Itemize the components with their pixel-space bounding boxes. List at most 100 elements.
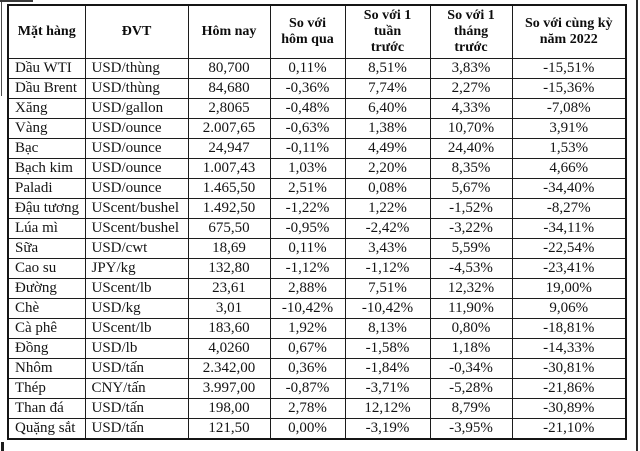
change-vs-month: -1,52%: [429, 198, 513, 219]
change-vs-month: 5,67%: [429, 178, 513, 199]
table-row: Dầu WTI USD/thùng 80,700 0,11% 8,51% 3,83% -15…: [7, 58, 627, 79]
today-value: 3,01: [187, 298, 271, 319]
change-vs-yesterday: 2,78%: [269, 398, 346, 419]
today-value: 1.465,50: [187, 178, 271, 199]
change-vs-month: 10,70%: [429, 118, 513, 139]
commodity-name: Bạc: [7, 138, 86, 159]
change-vs-2022: 4,66%: [511, 158, 627, 179]
change-vs-month: 2,27%: [429, 78, 513, 99]
table-row: Đường UScent/lb 23,61 2,88% 7,51% 12,32% 19,00…: [7, 278, 627, 299]
commodity-name: Xăng: [7, 98, 86, 119]
commodity-name: Cao su: [7, 258, 86, 279]
today-value: 3.997,00: [187, 378, 271, 399]
unit: USD/ounce: [84, 118, 189, 139]
unit: USD/thùng: [84, 58, 189, 79]
today-value: 84,680: [187, 78, 271, 99]
change-vs-week: 12,12%: [344, 398, 431, 419]
change-vs-2022: -34,40%: [511, 178, 627, 199]
screenshot-crop-mark-top: [0, 0, 33, 2]
change-vs-week: -10,42%: [344, 298, 431, 319]
table-row: Sữa USD/cwt 18,69 0,11% 3,43% 5,59% -22,54%: [7, 238, 627, 259]
today-value: 80,700: [187, 58, 271, 79]
table-row: Cà phê UScent/lb 183,60 1,92% 8,13% 0,80% -18,…: [7, 318, 627, 339]
commodity-name: Đường: [7, 278, 86, 299]
commodity-name: Quặng sắt: [7, 418, 86, 440]
table-row: Quặng sắt USD/tấn 121,50 0,00% -3,19% -3,95% -…: [7, 418, 627, 440]
commodity-name: Sữa: [7, 238, 86, 259]
today-value: 24,947: [187, 138, 271, 159]
change-vs-month: -4,53%: [429, 258, 513, 279]
screenshot-crop-mark-bottom: [1, 442, 4, 451]
commodity-name: Nhôm: [7, 358, 86, 379]
today-value: 4,0260: [187, 338, 271, 359]
change-vs-week: -2,42%: [344, 218, 431, 239]
today-value: 2.007,65: [187, 118, 271, 139]
change-vs-2022: -21,10%: [511, 418, 627, 440]
unit: USD/cwt: [84, 238, 189, 259]
change-vs-week: -1,58%: [344, 338, 431, 359]
today-value: 18,69: [187, 238, 271, 259]
change-vs-week: 1,22%: [344, 198, 431, 219]
today-value: 2,8065: [187, 98, 271, 119]
col-header-vs-month: So với 1 tháng trước: [429, 4, 513, 59]
change-vs-week: -3,19%: [344, 418, 431, 440]
table-row: Cao su JPY/kg 132,80 -1,12% -1,12% -4,53% -23,…: [7, 258, 627, 279]
col-header-vs-week: So với 1 tuần trước: [344, 4, 431, 59]
change-vs-2022: 9,06%: [511, 298, 627, 319]
change-vs-month: 12,32%: [429, 278, 513, 299]
unit: USD/thùng: [84, 78, 189, 99]
change-vs-yesterday: -0,87%: [269, 378, 346, 399]
header-row: Mặt hàng ĐVT Hôm nay So với hôm qua So v…: [7, 4, 627, 59]
unit: UScent/bushel: [84, 218, 189, 239]
table-row: Lúa mì UScent/bushel 675,50 -0,95% -2,42% -3,…: [7, 218, 627, 239]
table-row: Paladi USD/ounce 1.465,50 2,51% 0,08% 5,67% -3…: [7, 178, 627, 199]
change-vs-yesterday: 1,92%: [269, 318, 346, 339]
change-vs-2022: -15,51%: [511, 58, 627, 79]
today-value: 23,61: [187, 278, 271, 299]
change-vs-2022: -30,89%: [511, 398, 627, 419]
table-row: Xăng USD/gallon 2,8065 -0,48% 6,40% 4,33% -7,0…: [7, 98, 627, 119]
change-vs-2022: 19,00%: [511, 278, 627, 299]
change-vs-month: 5,59%: [429, 238, 513, 259]
unit: UScent/lb: [84, 318, 189, 339]
change-vs-yesterday: 0,00%: [269, 418, 346, 440]
change-vs-yesterday: 0,11%: [269, 58, 346, 79]
change-vs-yesterday: -10,42%: [269, 298, 346, 319]
change-vs-2022: -7,08%: [511, 98, 627, 119]
today-value: 121,50: [187, 418, 271, 440]
table-row: Chè USD/kg 3,01 -10,42% -10,42% 11,90% 9,06%: [7, 298, 627, 319]
unit: UScent/bushel: [84, 198, 189, 219]
table-row: Than đá USD/tấn 198,00 2,78% 12,12% 8,79% -30,…: [7, 398, 627, 419]
unit: USD/tấn: [84, 418, 189, 440]
unit: USD/gallon: [84, 98, 189, 119]
change-vs-yesterday: 2,88%: [269, 278, 346, 299]
commodity-name: Dầu Brent: [7, 78, 86, 99]
commodity-name: Bạch kim: [7, 158, 86, 179]
change-vs-2022: -15,36%: [511, 78, 627, 99]
commodity-name: Thép: [7, 378, 86, 399]
table-row: Dầu Brent USD/thùng 84,680 -0,36% 7,74% 2,27%…: [7, 78, 627, 99]
change-vs-yesterday: -0,11%: [269, 138, 346, 159]
change-vs-week: 2,20%: [344, 158, 431, 179]
today-value: 1.007,43: [187, 158, 271, 179]
change-vs-week: 7,51%: [344, 278, 431, 299]
change-vs-month: 24,40%: [429, 138, 513, 159]
col-header-unit: ĐVT: [84, 4, 189, 59]
change-vs-2022: 3,91%: [511, 118, 627, 139]
change-vs-month: 1,18%: [429, 338, 513, 359]
unit: UScent/lb: [84, 278, 189, 299]
change-vs-week: 8,51%: [344, 58, 431, 79]
change-vs-yesterday: -0,48%: [269, 98, 346, 119]
screenshot-crop-line-right: [636, 0, 638, 451]
change-vs-week: 4,49%: [344, 138, 431, 159]
table-row: Thép CNY/tấn 3.997,00 -0,87% -3,71% -5,28% -21…: [7, 378, 627, 399]
unit: USD/tấn: [84, 358, 189, 379]
change-vs-2022: -34,11%: [511, 218, 627, 239]
change-vs-2022: -23,41%: [511, 258, 627, 279]
commodity-name: Vàng: [7, 118, 86, 139]
col-header-commodity: Mặt hàng: [7, 4, 86, 59]
commodity-name: Than đá: [7, 398, 86, 419]
change-vs-month: 4,33%: [429, 98, 513, 119]
today-value: 675,50: [187, 218, 271, 239]
change-vs-yesterday: 1,03%: [269, 158, 346, 179]
